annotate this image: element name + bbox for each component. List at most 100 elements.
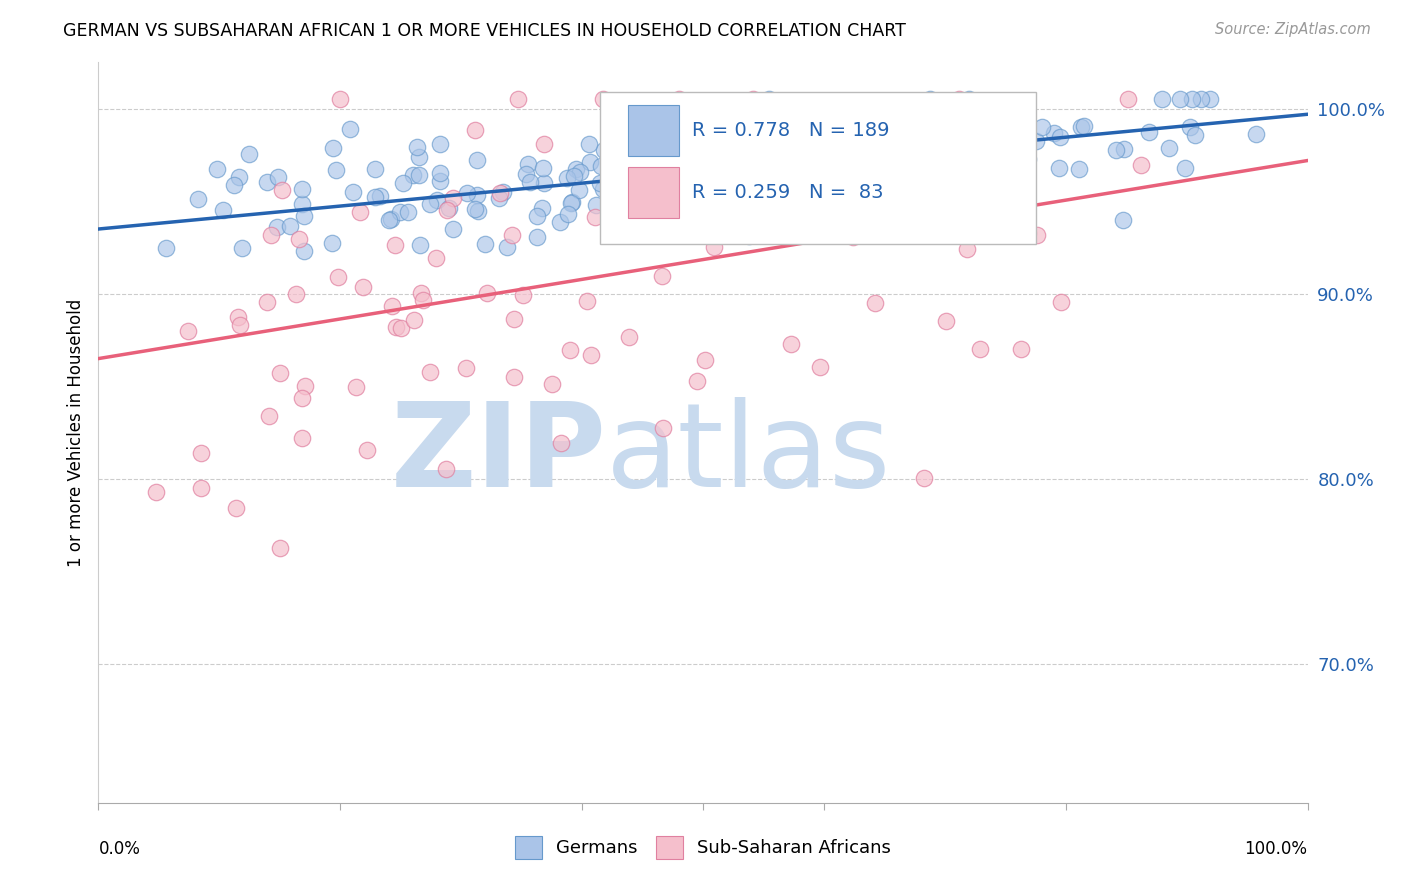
Point xyxy=(697,153,720,168)
Point xyxy=(633,169,655,184)
Point xyxy=(692,221,714,235)
Point xyxy=(1004,159,1026,173)
Point xyxy=(703,240,725,254)
Point xyxy=(550,435,572,450)
Point xyxy=(256,175,278,189)
Point xyxy=(409,238,432,252)
Point xyxy=(342,185,364,199)
Point xyxy=(678,199,700,213)
Point xyxy=(583,210,606,224)
Point xyxy=(352,279,374,293)
Point xyxy=(269,541,291,555)
Point xyxy=(155,241,177,255)
Point xyxy=(565,161,588,176)
Point xyxy=(811,116,834,130)
Point xyxy=(761,123,783,137)
Point xyxy=(835,170,858,185)
Point xyxy=(256,295,278,310)
Text: R = 0.259   N =  83: R = 0.259 N = 83 xyxy=(692,183,883,202)
Point xyxy=(903,140,925,154)
Point xyxy=(995,191,1018,205)
Point xyxy=(970,170,993,185)
Point xyxy=(441,222,464,236)
Point xyxy=(503,369,526,384)
Point xyxy=(651,269,673,284)
Point xyxy=(378,213,401,227)
Point xyxy=(548,215,571,229)
Point xyxy=(292,244,315,259)
Point xyxy=(496,240,519,254)
Point xyxy=(1017,152,1039,166)
Point xyxy=(645,148,668,162)
FancyBboxPatch shape xyxy=(628,105,679,156)
Point xyxy=(271,183,294,197)
Point xyxy=(589,159,612,173)
Point xyxy=(408,150,430,164)
Point xyxy=(364,161,387,176)
Point xyxy=(205,162,228,177)
Point xyxy=(792,132,814,146)
Point xyxy=(747,146,769,161)
Point xyxy=(231,241,253,255)
Point xyxy=(993,138,1015,153)
Point xyxy=(749,156,772,170)
Point xyxy=(321,235,343,250)
Point xyxy=(531,201,554,215)
Point xyxy=(912,121,935,136)
Point xyxy=(519,175,541,189)
Point xyxy=(912,471,935,485)
Point xyxy=(967,122,990,136)
Point xyxy=(1168,93,1191,107)
Point xyxy=(439,201,461,215)
Point xyxy=(876,134,898,148)
Point xyxy=(911,136,934,151)
Point xyxy=(526,230,548,244)
Point xyxy=(531,161,554,176)
Point xyxy=(1026,227,1049,242)
Point xyxy=(869,142,891,156)
Point xyxy=(578,137,600,152)
Text: 100.0%: 100.0% xyxy=(1244,840,1308,858)
Point xyxy=(815,117,838,131)
Point xyxy=(870,163,893,178)
Point xyxy=(187,192,209,206)
Point xyxy=(436,203,458,218)
Point xyxy=(384,238,406,252)
Point xyxy=(568,183,591,197)
Point xyxy=(380,212,402,227)
Point xyxy=(617,330,640,344)
Point xyxy=(474,237,496,252)
Point xyxy=(489,186,512,200)
Point xyxy=(606,218,628,232)
Point xyxy=(224,178,246,192)
Point xyxy=(1189,93,1212,107)
Point xyxy=(959,93,981,107)
Point xyxy=(813,178,835,192)
Text: GERMAN VS SUBSAHARAN AFRICAN 1 OR MORE VEHICLES IN HOUSEHOLD CORRELATION CHART: GERMAN VS SUBSAHARAN AFRICAN 1 OR MORE V… xyxy=(63,22,905,40)
Point xyxy=(825,140,848,154)
Point xyxy=(391,176,413,190)
Point xyxy=(1181,93,1204,107)
Point xyxy=(768,169,790,184)
Point xyxy=(948,93,970,107)
Point xyxy=(592,182,614,196)
Point xyxy=(827,95,849,110)
Point xyxy=(560,196,582,211)
Point xyxy=(557,207,579,221)
Point xyxy=(266,169,288,184)
Point xyxy=(429,174,451,188)
Point xyxy=(856,166,879,180)
Point xyxy=(1150,93,1173,107)
Point xyxy=(1047,161,1070,176)
Point xyxy=(766,209,789,223)
Point xyxy=(561,194,583,209)
Point xyxy=(925,100,948,114)
Point xyxy=(920,93,942,107)
Point xyxy=(1246,127,1268,141)
Point xyxy=(412,293,434,308)
Point xyxy=(294,379,316,393)
Point xyxy=(145,484,167,499)
Point xyxy=(434,462,457,476)
Point xyxy=(686,375,709,389)
Point xyxy=(419,197,441,211)
